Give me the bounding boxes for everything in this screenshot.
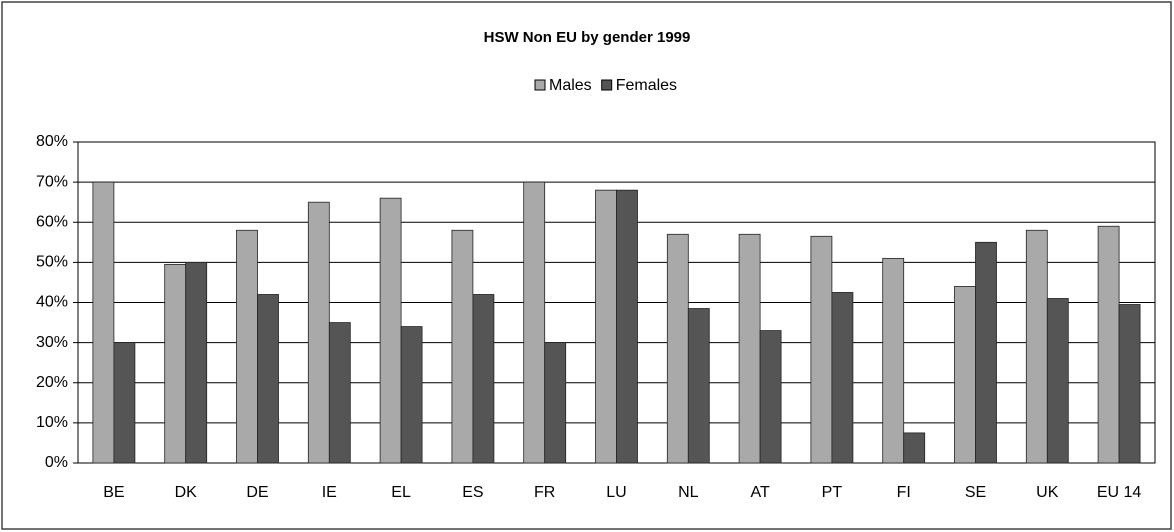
x-tick-label: NL [678, 484, 699, 501]
bar [113, 342, 136, 464]
bar [523, 181, 546, 464]
y-tick-label: 80% [36, 133, 68, 150]
x-tick-label: SE [965, 484, 986, 501]
bar [1046, 298, 1069, 464]
bar [759, 330, 782, 464]
bar [738, 233, 761, 464]
legend-label: Males [549, 77, 592, 94]
bar [954, 286, 976, 464]
bar [92, 181, 115, 464]
x-tick-label: BE [103, 484, 124, 501]
x-tick-label: FI [897, 484, 911, 501]
y-tick-label: 70% [36, 173, 68, 190]
bar [595, 189, 617, 464]
chart-title: HSW Non EU by gender 1999 [484, 29, 691, 46]
legend-swatch [534, 79, 546, 91]
legend-swatch [601, 79, 613, 91]
bar [236, 229, 258, 464]
bar [400, 326, 423, 464]
bar [544, 342, 567, 464]
x-tick-label: DK [175, 484, 198, 501]
bar [328, 322, 351, 464]
bar [1025, 229, 1048, 464]
x-tick-label: ES [462, 484, 483, 501]
y-tick-label: 20% [36, 374, 68, 391]
x-tick-label: FR [534, 484, 555, 501]
x-tick-label: EU 14 [1097, 484, 1142, 501]
y-tick-label: 30% [36, 334, 68, 351]
bar [185, 261, 208, 464]
legend-label: Females [616, 77, 677, 94]
bar [472, 294, 495, 464]
x-tick-label: PT [822, 484, 843, 501]
bar [257, 294, 279, 464]
bar [307, 201, 330, 464]
x-tick-label: AT [750, 484, 769, 501]
bar [687, 308, 710, 464]
x-tick-label: DE [246, 484, 268, 501]
bar [975, 241, 997, 464]
x-tick-label: UK [1036, 484, 1059, 501]
y-tick-label: 10% [36, 414, 68, 431]
y-tick-label: 40% [36, 294, 68, 311]
bar [882, 257, 905, 464]
x-tick-label: IE [322, 484, 337, 501]
bar [903, 432, 926, 464]
bar [379, 197, 402, 464]
bar [666, 233, 689, 464]
bar [1097, 225, 1120, 464]
bar [831, 292, 854, 464]
bar [616, 189, 638, 464]
y-tick-label: 50% [36, 254, 68, 271]
bar [1118, 304, 1141, 464]
y-tick-label: 60% [36, 213, 68, 230]
x-tick-label: EL [391, 484, 411, 501]
bar [451, 229, 474, 464]
x-tick-label: LU [606, 484, 626, 501]
bar [164, 263, 187, 464]
bar [810, 235, 833, 464]
y-tick-label: 0% [45, 454, 68, 471]
